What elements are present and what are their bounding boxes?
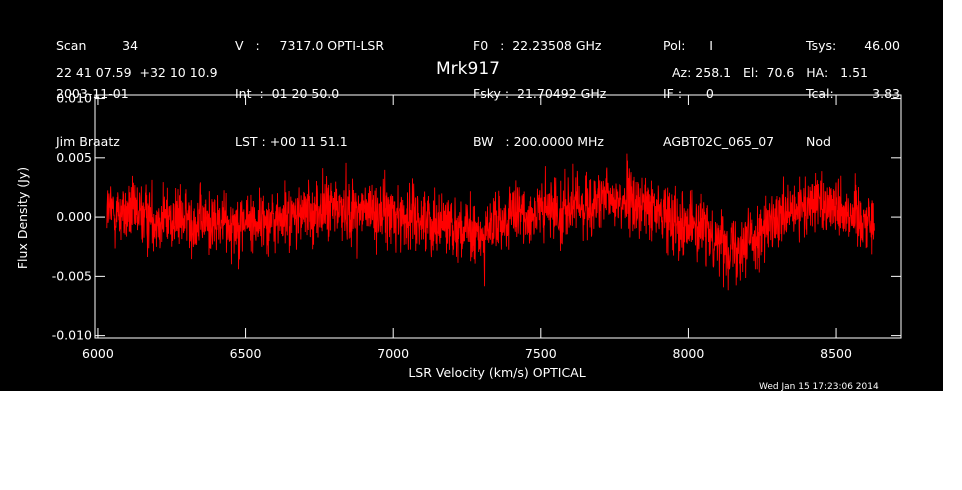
x-tick-label: 7500 [525,346,557,361]
x-tick-label: 6000 [82,346,114,361]
sky-frequency: Fsky : 21.70492 GHz [473,86,607,101]
system-temp-values: 46.00 3.83 [846,6,900,118]
tcal-value: 3.83 [872,86,900,101]
source-name: Mrk917 [436,59,500,79]
integration-time: Int : 01 20 50.0 [235,86,340,101]
y-tick-label: -0.010 [52,328,92,343]
lst-value: LST : +00 11 51.1 [235,134,348,149]
timestamp: Wed Jan 15 17:23:06 2014 [759,382,879,392]
scan-number: Scan 34 [56,38,139,53]
plot-frame [94,94,902,339]
y-tick-label: -0.005 [52,268,92,283]
project-id: AGBT02C_065_07 [663,134,775,149]
source-coordinates: 22 41 07.59 +32 10 10.9 [56,65,218,80]
observer-name: Jim Braatz [56,134,120,149]
tsys-value: 46.00 [864,38,900,53]
az-el-ha: Az: 258.1 El: 70.6 HA: 1.51 [672,65,868,80]
x-tick-label: 8000 [673,346,705,361]
y-axis-label: Flux Density (Jy) [15,167,30,269]
x-tick-label: 8500 [820,346,852,361]
tcal-label: Tcal: [806,86,834,101]
observation-date: 2003-11-01 [56,86,129,101]
y-axis-ticks: 0.010 0.005 0.000 -0.005 -0.010 [52,91,901,343]
x-tick-label: 6500 [230,346,262,361]
scan-info: Scan 34 2003-11-01 Jim Braatz [56,6,138,166]
spectrum-trace [106,153,875,291]
velocity-value: V : 7317.0 OPTI-LSR [235,38,385,53]
frequency-info: F0 : 22.23508 GHz Fsky : 21.70492 GHz BW… [473,6,606,166]
bandwidth: BW : 200.0000 MHz [473,134,604,149]
tsys-label: Tsys: [806,38,837,53]
system-temp-labels: Tsys: Tcal: Nod [806,6,836,166]
rest-frequency: F0 : 22.23508 GHz [473,38,602,53]
spectrum-chart: 6000 6500 7000 7500 8000 8500 0.010 0.005 0.000… [15,91,902,380]
x-axis-ticks: 6000 6500 7000 7500 8000 8500 [82,95,852,361]
spectrum-trace-group [106,153,875,291]
x-axis-label: LSR Velocity (km/s) OPTICAL [408,365,585,380]
y-tick-label: 0.000 [56,209,92,224]
velocity-info: V : 7317.0 OPTI-LSR Int : 01 20 50.0 LST… [235,6,384,166]
polarization: Pol: I [663,38,713,53]
if-number: IF : 0 [663,86,714,101]
procedure-name: Nod [806,134,831,149]
x-tick-label: 7000 [377,346,409,361]
polarization-info: Pol: I IF : 0 AGBT02C_065_07 [663,6,774,166]
y-tick-label: 0.005 [56,150,92,165]
y-tick-label: 0.010 [56,91,92,106]
plot-panel [0,0,943,391]
